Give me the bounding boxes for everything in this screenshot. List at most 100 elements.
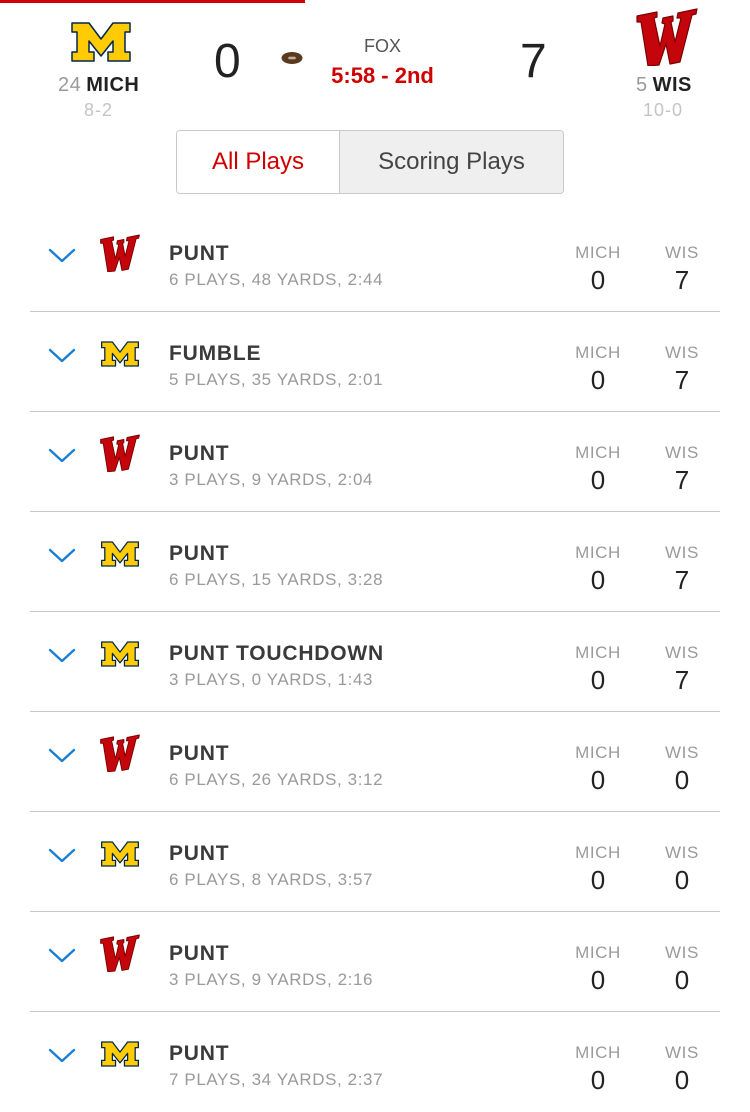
home-drive-score: 0 [590,765,606,795]
chevron-down-icon[interactable] [48,648,76,669]
away-column-label: WIS [665,843,699,862]
home-drive-score: 0 [590,265,606,295]
home-column-label: MICH [575,843,621,862]
home-drive-score: 0 [590,965,606,995]
away-column-label: WIS [665,743,699,762]
michigan-logo [101,541,139,572]
home-drive-score: 0 [590,865,606,895]
tv-network: FOX [363,36,401,56]
drive-row[interactable]: PUNT 3 PLAYS, 9 YARDS, 2:16 MICH WIS 0 0 [0,912,750,1012]
away-drive-score: 7 [674,665,690,695]
drive-result: FUMBLE [169,342,262,365]
drive-row[interactable]: FUMBLE 5 PLAYS, 35 YARDS, 2:01 MICH WIS 0 7 [0,312,750,412]
scoreboard-header: 24 MICH 8-2 0 FOX 5:58 - 2nd 7 5 WIS 10-0 [0,0,750,130]
home-record: 8-2 [84,100,114,120]
chevron-down-icon[interactable] [48,248,76,269]
home-column-label: MICH [575,443,621,462]
chevron-down-icon[interactable] [48,748,76,769]
away-record: 10-0 [643,100,684,120]
michigan-logo [101,841,139,872]
drive-row[interactable]: PUNT 6 PLAYS, 8 YARDS, 3:57 MICH WIS 0 0 [0,812,750,912]
michigan-logo [101,341,139,372]
drive-result: PUNT [169,242,230,265]
home-drive-score: 0 [590,465,606,495]
home-column-label: MICH [575,1043,621,1062]
away-drive-score: 7 [674,365,690,395]
drive-summary: 6 PLAYS, 26 YARDS, 3:12 [169,770,384,789]
chevron-down-icon[interactable] [48,1048,76,1069]
away-column-label: WIS [665,543,699,562]
drive-result: PUNT [169,942,230,965]
chevron-down-icon[interactable] [48,348,76,369]
away-column-label: WIS [665,643,699,662]
drive-result: PUNT [169,842,230,865]
away-column-label: WIS [665,443,699,462]
chevron-down-icon[interactable] [48,948,76,969]
drive-result: PUNT [169,742,230,765]
away-drive-score: 7 [674,465,690,495]
away-drive-score: 0 [674,765,690,795]
chevron-down-icon[interactable] [48,448,76,469]
away-column-label: WIS [665,343,699,362]
home-drive-score: 0 [590,1065,606,1095]
away-column-label: WIS [665,1043,699,1062]
away-column-label: WIS [665,943,699,962]
plays-segmented-control: All Plays Scoring Plays [176,130,564,194]
away-drive-score: 7 [674,265,690,295]
drive-result: PUNT [169,442,230,465]
home-drive-score: 0 [590,365,606,395]
drive-summary: 3 PLAYS, 0 YARDS, 1:43 [169,670,374,689]
home-column-label: MICH [575,343,621,362]
michigan-logo[interactable] [71,22,131,67]
drive-row[interactable]: PUNT 6 PLAYS, 26 YARDS, 3:12 MICH WIS 0 0 [0,712,750,812]
drive-row[interactable]: PUNT 6 PLAYS, 48 YARDS, 2:44 MICH WIS 0 7 [0,212,750,312]
wisconsin-logo [100,234,140,277]
michigan-logo [101,1041,139,1072]
tab-scoring-plays[interactable]: Scoring Plays [340,131,563,193]
drive-summary: 3 PLAYS, 9 YARDS, 2:04 [169,470,374,489]
home-column-label: MICH [575,743,621,762]
home-column-label: MICH [575,943,621,962]
home-score: 0 [214,35,241,88]
home-drive-score: 0 [590,565,606,595]
away-rank: 5 [636,74,648,96]
home-column-label: MICH [575,543,621,562]
tab-all-plays[interactable]: All Plays [177,131,340,193]
drive-row[interactable]: PUNT 7 PLAYS, 34 YARDS, 2:37 MICH WIS 0 0 [0,1012,750,1112]
drive-summary: 5 PLAYS, 35 YARDS, 2:01 [169,370,384,389]
drive-row[interactable]: PUNT 6 PLAYS, 15 YARDS, 3:28 MICH WIS 0 7 [0,512,750,612]
away-score: 7 [520,35,547,88]
home-team-label: 24 MICH [58,74,139,97]
football-possession-icon [281,51,303,70]
drive-summary: 6 PLAYS, 8 YARDS, 3:57 [169,870,374,889]
home-rank: 24 [58,74,82,96]
drive-summary: 6 PLAYS, 15 YARDS, 3:28 [169,570,384,589]
away-drive-score: 0 [674,865,690,895]
game-clock: 5:58 - 2nd [331,63,434,88]
home-abbr: MICH [86,74,140,96]
wisconsin-logo[interactable] [636,8,698,71]
away-drive-score: 0 [674,965,690,995]
drive-list: PUNT 6 PLAYS, 48 YARDS, 2:44 MICH WIS 0 7 FUMB… [0,212,750,1112]
progress-accent-bar [0,0,305,3]
drive-result: PUNT [169,542,230,565]
wisconsin-logo [100,734,140,777]
drive-summary: 7 PLAYS, 34 YARDS, 2:37 [169,1070,384,1089]
drive-result: PUNT [169,1042,230,1065]
drive-row[interactable]: PUNT TOUCHDOWN 3 PLAYS, 0 YARDS, 1:43 MICH… [0,612,750,712]
away-abbr: WIS [652,74,692,96]
home-column-label: MICH [575,643,621,662]
away-team-label: 5 WIS [636,74,692,97]
chevron-down-icon[interactable] [48,548,76,569]
away-drive-score: 7 [674,565,690,595]
drive-result: PUNT TOUCHDOWN [169,642,384,665]
home-drive-score: 0 [590,665,606,695]
drive-summary: 6 PLAYS, 48 YARDS, 2:44 [169,270,384,289]
drive-row[interactable]: PUNT 3 PLAYS, 9 YARDS, 2:04 MICH WIS 0 7 [0,412,750,512]
away-drive-score: 0 [674,1065,690,1095]
michigan-logo [101,641,139,672]
drive-summary: 3 PLAYS, 9 YARDS, 2:16 [169,970,374,989]
chevron-down-icon[interactable] [48,848,76,869]
wisconsin-logo [100,434,140,477]
wisconsin-logo [100,934,140,977]
